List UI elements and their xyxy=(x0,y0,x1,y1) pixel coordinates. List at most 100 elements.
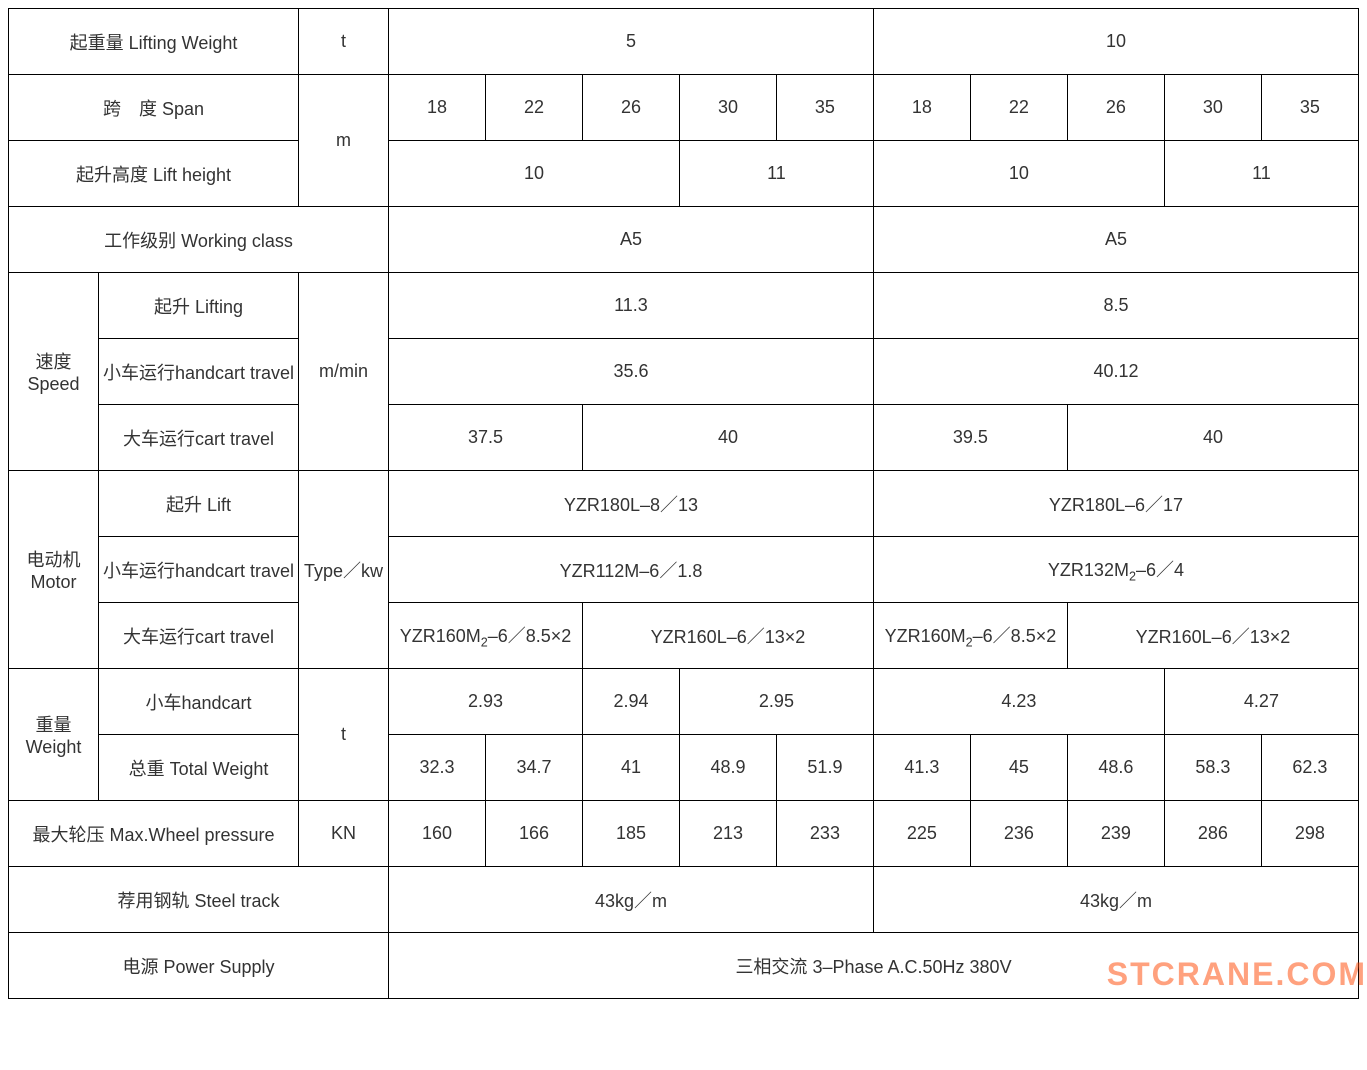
data-cell: 45 xyxy=(970,735,1067,801)
data-cell: YZR160M2–6／8.5×2 xyxy=(389,603,583,669)
unit-cell: KN xyxy=(299,801,389,867)
data-cell: 225 xyxy=(873,801,970,867)
unit-cell: t xyxy=(299,9,389,75)
unit-cell: m xyxy=(299,75,389,207)
row-label: 起重量 Lifting Weight xyxy=(9,9,299,75)
row-group-label: 重量 Weight xyxy=(9,669,99,801)
row-label: 跨 度 Span xyxy=(9,75,299,141)
data-cell: 11.3 xyxy=(389,273,874,339)
unit-cell: m/min xyxy=(299,273,389,471)
row-sublabel: 小车运行handcart travel xyxy=(99,537,299,603)
unit-cell: t xyxy=(299,669,389,801)
data-cell: 26 xyxy=(582,75,679,141)
data-cell: A5 xyxy=(873,207,1358,273)
unit-cell: Type／kw xyxy=(299,471,389,669)
data-cell: YZR112M–6／1.8 xyxy=(389,537,874,603)
table-row: 重量 Weight 小车handcart t 2.93 2.94 2.95 4.… xyxy=(9,669,1359,735)
data-cell: 10 xyxy=(873,9,1358,75)
row-group-label: 速度 Speed xyxy=(9,273,99,471)
table-row: 工作级别 Working class A5 A5 xyxy=(9,207,1359,273)
data-cell: 40.12 xyxy=(873,339,1358,405)
data-cell: YZR160L–6／13×2 xyxy=(582,603,873,669)
data-cell: 10 xyxy=(873,141,1164,207)
data-cell: 43kg／m xyxy=(873,867,1358,933)
table-row: 大车运行cart travel YZR160M2–6／8.5×2 YZR160L… xyxy=(9,603,1359,669)
data-cell: 5 xyxy=(389,9,874,75)
data-cell: 160 xyxy=(389,801,486,867)
data-cell: 35 xyxy=(776,75,873,141)
data-cell: 41.3 xyxy=(873,735,970,801)
data-cell: 58.3 xyxy=(1164,735,1261,801)
data-cell: 48.9 xyxy=(679,735,776,801)
data-cell: 48.6 xyxy=(1067,735,1164,801)
row-group-label: 电动机 Motor xyxy=(9,471,99,669)
row-label: 工作级别 Working class xyxy=(9,207,389,273)
data-cell: 2.95 xyxy=(679,669,873,735)
data-cell: 41 xyxy=(582,735,679,801)
data-cell: 43kg／m xyxy=(389,867,874,933)
row-label: 荐用钢轨 Steel track xyxy=(9,867,389,933)
row-sublabel: 小车运行handcart travel xyxy=(99,339,299,405)
data-cell: 51.9 xyxy=(776,735,873,801)
data-cell: YZR160L–6／13×2 xyxy=(1067,603,1358,669)
row-sublabel: 大车运行cart travel xyxy=(99,603,299,669)
row-sublabel: 大车运行cart travel xyxy=(99,405,299,471)
spec-table: 起重量 Lifting Weight t 5 10 跨 度 Span m 18 … xyxy=(8,8,1359,999)
data-cell: YZR180L–8／13 xyxy=(389,471,874,537)
data-cell: 30 xyxy=(679,75,776,141)
data-cell: 236 xyxy=(970,801,1067,867)
data-cell: 35 xyxy=(1261,75,1358,141)
row-label: 起升高度 Lift height xyxy=(9,141,299,207)
table-row: 最大轮压 Max.Wheel pressure KN 160 166 185 2… xyxy=(9,801,1359,867)
data-cell: 8.5 xyxy=(873,273,1358,339)
data-cell: 30 xyxy=(1164,75,1261,141)
data-cell: YZR160M2–6／8.5×2 xyxy=(873,603,1067,669)
data-cell: 62.3 xyxy=(1261,735,1358,801)
data-cell: 213 xyxy=(679,801,776,867)
data-cell: 35.6 xyxy=(389,339,874,405)
data-cell: 239 xyxy=(1067,801,1164,867)
table-row: 总重 Total Weight 32.3 34.7 41 48.9 51.9 4… xyxy=(9,735,1359,801)
data-cell: 11 xyxy=(1164,141,1358,207)
data-cell: 166 xyxy=(486,801,583,867)
data-cell: 10 xyxy=(389,141,680,207)
data-cell: A5 xyxy=(389,207,874,273)
data-cell: 298 xyxy=(1261,801,1358,867)
table-row: 小车运行handcart travel 35.6 40.12 xyxy=(9,339,1359,405)
data-cell: 34.7 xyxy=(486,735,583,801)
row-label: 电源 Power Supply xyxy=(9,933,389,999)
table-row: 速度 Speed 起升 Lifting m/min 11.3 8.5 xyxy=(9,273,1359,339)
data-cell: YZR132M2–6／4 xyxy=(873,537,1358,603)
table-row: 大车运行cart travel 37.5 40 39.5 40 xyxy=(9,405,1359,471)
row-sublabel: 小车handcart xyxy=(99,669,299,735)
row-sublabel: 起升 Lifting xyxy=(99,273,299,339)
data-cell: 26 xyxy=(1067,75,1164,141)
data-cell: 233 xyxy=(776,801,873,867)
data-cell: 22 xyxy=(486,75,583,141)
table-row: 起重量 Lifting Weight t 5 10 xyxy=(9,9,1359,75)
data-cell: 40 xyxy=(1067,405,1358,471)
data-cell: 18 xyxy=(873,75,970,141)
data-cell: 32.3 xyxy=(389,735,486,801)
data-cell: 4.27 xyxy=(1164,669,1358,735)
data-cell: 185 xyxy=(582,801,679,867)
data-cell: YZR180L–6／17 xyxy=(873,471,1358,537)
data-cell: 37.5 xyxy=(389,405,583,471)
data-cell: 三相交流 3–Phase A.C.50Hz 380V xyxy=(389,933,1359,999)
table-row: 起升高度 Lift height 10 11 10 11 xyxy=(9,141,1359,207)
data-cell: 4.23 xyxy=(873,669,1164,735)
data-cell: 2.94 xyxy=(582,669,679,735)
table-row: 电动机 Motor 起升 Lift Type／kw YZR180L–8／13 Y… xyxy=(9,471,1359,537)
table-row: 小车运行handcart travel YZR112M–6／1.8 YZR132… xyxy=(9,537,1359,603)
data-cell: 39.5 xyxy=(873,405,1067,471)
data-cell: 2.93 xyxy=(389,669,583,735)
data-cell: 11 xyxy=(679,141,873,207)
table-row: 荐用钢轨 Steel track 43kg／m 43kg／m xyxy=(9,867,1359,933)
data-cell: 18 xyxy=(389,75,486,141)
table-row: 跨 度 Span m 18 22 26 30 35 18 22 26 30 35 xyxy=(9,75,1359,141)
row-sublabel: 起升 Lift xyxy=(99,471,299,537)
data-cell: 40 xyxy=(582,405,873,471)
row-label: 最大轮压 Max.Wheel pressure xyxy=(9,801,299,867)
data-cell: 286 xyxy=(1164,801,1261,867)
row-sublabel: 总重 Total Weight xyxy=(99,735,299,801)
